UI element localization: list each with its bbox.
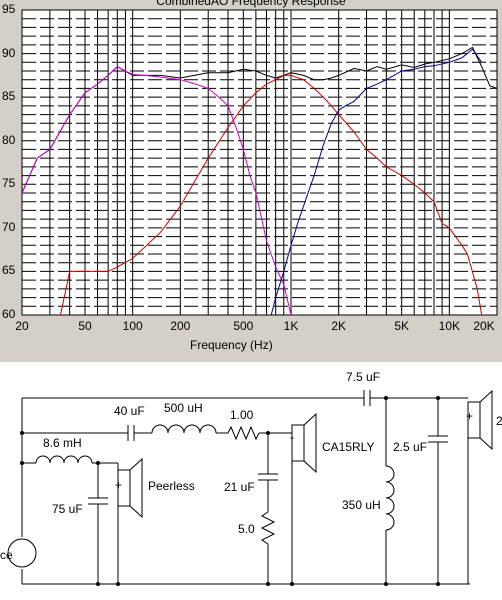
frequency-response-chart: [21, 9, 498, 316]
series-line-2: [21, 65, 292, 316]
y-tick-label: 90: [2, 45, 16, 60]
frequency-response-plot-window: CombinedAO Frequency Response 95 90 85 80 75…: [0, 0, 502, 362]
label-woofer: Peerless: [148, 479, 195, 493]
plot-area: [21, 9, 498, 316]
y-tick-label: 95: [2, 2, 16, 16]
x-tick-label: 1K: [283, 319, 299, 333]
label-l-woofer: 8.6 mH: [43, 436, 82, 450]
plot-title: CombinedAO Frequency Response: [156, 0, 346, 8]
label-l-tweeter-shunt: 350 uH: [342, 498, 381, 512]
tweeter-plus-sign: +: [466, 409, 474, 423]
inductor-8-6mh: [35, 455, 93, 464]
label-l-series-1: 500 uH: [164, 401, 203, 415]
series-line-3: [60, 74, 483, 316]
y-tick-label: 85: [2, 89, 16, 104]
inductor-350uh: [385, 465, 395, 531]
label-mid: CA15RLY: [322, 440, 375, 454]
label-c-mid-shunt: 21 uF: [224, 480, 255, 494]
source-symbol: [7, 538, 37, 568]
crossover-schematic: 40 uF 500 uH 1.00 7.5 uF 8.6 mH 75 uF Pe…: [0, 362, 502, 600]
x-tick-label: 50: [78, 319, 92, 333]
resistor-5ohm: [260, 511, 276, 545]
schematic-wiring: [7, 389, 493, 586]
y-tick-label: 80: [2, 132, 16, 147]
inductor-500uh: [151, 424, 217, 434]
woofer-plus-sign: +: [115, 478, 123, 492]
x-tick-label: 20K: [473, 319, 495, 333]
label-source: ce: [0, 548, 13, 562]
y-tick-label: 70: [2, 219, 16, 234]
x-axis-label: Frequency (Hz): [190, 338, 273, 352]
label-c-tweeter-shunt: 2.5 uF: [393, 440, 428, 454]
label-r-series-1: 1.00: [230, 408, 254, 422]
label-c-top: 7.5 uF: [346, 370, 381, 384]
x-tick-label: 10K: [438, 319, 461, 333]
x-tick-label: 500: [233, 319, 254, 333]
x-tick-label: 20: [15, 319, 29, 333]
label-c-series-1: 40 uF: [114, 404, 145, 418]
series-line-4: [270, 48, 483, 316]
x-tick-label: 5K: [394, 319, 410, 333]
x-tick-label: 200: [170, 319, 191, 333]
label-tweeter-partial: 2: [496, 414, 502, 428]
label-c-woofer-shunt: 75 uF: [52, 502, 83, 516]
y-tick-label: 60: [2, 307, 16, 321]
x-tick-label: 2K: [331, 319, 346, 333]
y-tick-label: 75: [2, 176, 16, 191]
label-r-mid-shunt: 5.0: [238, 522, 255, 536]
resistor-1ohm: [227, 425, 260, 441]
y-tick-label: 65: [2, 263, 16, 278]
mid-minus-sign: -: [290, 430, 294, 444]
x-tick-label: 100: [122, 319, 143, 333]
